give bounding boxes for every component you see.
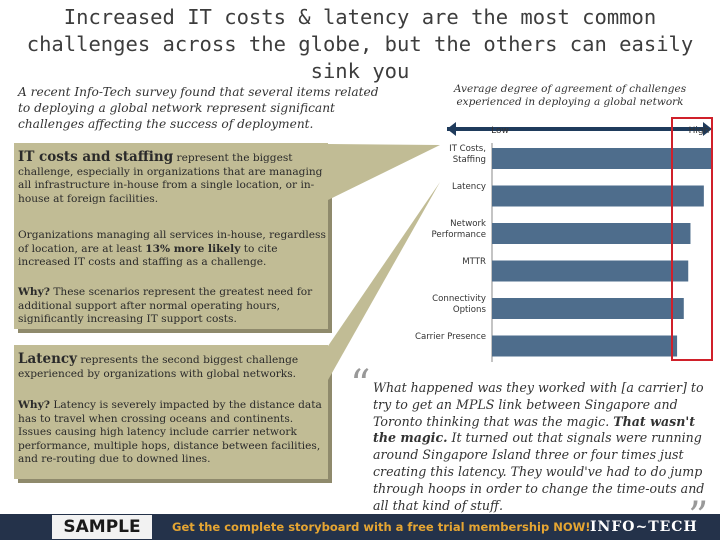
arrow-head: [447, 122, 456, 136]
bold-text: Why?: [18, 286, 50, 298]
callout-pointer: [328, 144, 440, 200]
cta-link[interactable]: Get the complete storyboard with a free …: [172, 520, 591, 534]
text: What happened was they worked with [a ca…: [373, 380, 704, 429]
sample-badge: SAMPLE: [52, 515, 152, 539]
slide-title: Increased IT costs & latency are the mos…: [26, 5, 694, 83]
intro-text: A recent Info-Tech survey found that sev…: [18, 85, 379, 131]
bold-text: 13% more likely: [145, 242, 241, 255]
callout-text: Organizations managing all services in-h…: [18, 229, 328, 270]
bar: [492, 260, 689, 282]
logo: INFO~TECH: [590, 519, 698, 535]
category-label: Network Performance: [431, 219, 486, 240]
category-label: Latency: [452, 181, 486, 192]
callout-text: Why? Latency is severely impacted by the…: [18, 399, 328, 467]
bar: [492, 298, 684, 319]
bar: [492, 335, 678, 357]
open-quote: “: [350, 362, 370, 408]
callout-box: [14, 143, 328, 329]
callout-pointer: [328, 182, 440, 380]
category-label: Connectivity Options: [432, 294, 486, 315]
bold-text: Latency: [18, 351, 77, 367]
arrow-head: [703, 122, 712, 136]
highlight-box: [671, 117, 713, 361]
text: Organizations managing all services in-h…: [18, 229, 326, 255]
bar-chart: Low High: [447, 117, 713, 362]
bar: [492, 148, 713, 169]
quote: What happened was they worked with [a ca…: [373, 380, 705, 514]
footer-bar: SAMPLE Get the complete storyboard with …: [0, 514, 720, 540]
bar: [492, 185, 704, 207]
chart-title: Average degree of agreement of challenge…: [453, 83, 687, 108]
category-label: Carrier Presence: [414, 331, 486, 342]
bold-text: IT costs and staffing: [18, 149, 174, 165]
category-label: MTTR: [462, 256, 486, 267]
text: Latency is severely impacted by the dist…: [18, 399, 322, 465]
bold-text: Why?: [18, 399, 50, 411]
category-label: IT Costs, Staffing: [449, 144, 486, 165]
text: These scenarios represent the greatest n…: [18, 286, 313, 325]
callout-box: [14, 345, 328, 479]
bar: [492, 223, 691, 244]
callout-text: Latency represents the second biggest ch…: [18, 351, 318, 381]
text: represent the biggest challenge, especia…: [18, 152, 323, 205]
axis-low-label: Low: [491, 126, 509, 136]
bold-text: That wasn't the magic.: [373, 413, 696, 446]
text: It turned out that signals were running …: [373, 430, 705, 513]
text: to cite increased IT costs and staffing …: [18, 242, 278, 269]
text: represents the second biggest challenge …: [18, 354, 299, 380]
callout-text: Why? These scenarios represent the great…: [18, 286, 323, 327]
callout-text: IT costs and staffing represent the bigg…: [18, 149, 323, 206]
axis-high-label: High: [689, 126, 710, 136]
